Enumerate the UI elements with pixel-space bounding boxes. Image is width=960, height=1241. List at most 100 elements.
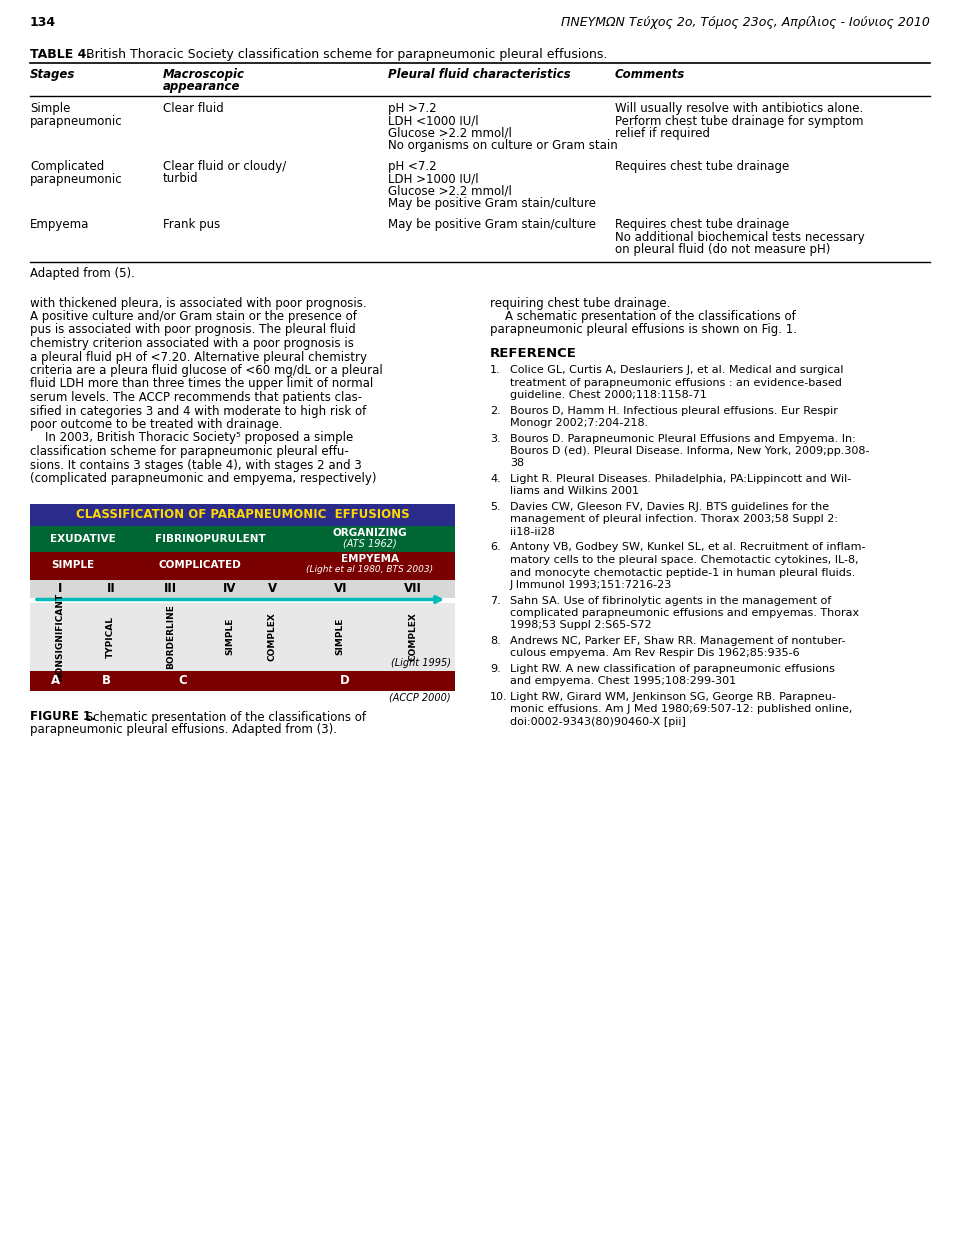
Text: (ACCP 2000): (ACCP 2000) <box>390 692 451 702</box>
Text: Schematic presentation of the classifications of: Schematic presentation of the classifica… <box>82 711 366 724</box>
Text: May be positive Gram stain/culture: May be positive Gram stain/culture <box>388 197 596 211</box>
Text: parapneumonic pleural effusions is shown on Fig. 1.: parapneumonic pleural effusions is shown… <box>490 324 797 336</box>
Text: chemistry criterion associated with a poor prognosis is: chemistry criterion associated with a po… <box>30 338 354 350</box>
Text: BORDERLINE: BORDERLINE <box>166 604 175 669</box>
Text: Monogr 2002;7:204-218.: Monogr 2002;7:204-218. <box>510 418 648 428</box>
Text: and monocyte chemotactic peptide-1 in human pleural fluids.: and monocyte chemotactic peptide-1 in hu… <box>510 567 855 577</box>
Text: Macroscopic: Macroscopic <box>163 68 245 81</box>
Text: Davies CW, Gleeson FV, Davies RJ. BTS guidelines for the: Davies CW, Gleeson FV, Davies RJ. BTS gu… <box>510 503 829 513</box>
Text: Glucose >2.2 mmol/l: Glucose >2.2 mmol/l <box>388 127 512 140</box>
Text: with thickened pleura, is associated with poor prognosis.: with thickened pleura, is associated wit… <box>30 297 367 309</box>
Text: C: C <box>179 674 187 686</box>
Text: TABLE 4.: TABLE 4. <box>30 48 91 61</box>
Text: Complicated: Complicated <box>30 160 105 172</box>
Text: a pleural fluid pH of <7.20. Alternative pleural chemistry: a pleural fluid pH of <7.20. Alternative… <box>30 350 367 364</box>
Text: parapneumonic: parapneumonic <box>30 172 123 185</box>
Text: NONSIGNIFICANT: NONSIGNIFICANT <box>56 592 64 680</box>
Text: 1998;53 Suppl 2:S65-S72: 1998;53 Suppl 2:S65-S72 <box>510 620 652 630</box>
Text: II: II <box>107 582 115 594</box>
Text: Perform chest tube drainage for symptom: Perform chest tube drainage for symptom <box>615 114 863 128</box>
Text: 2.: 2. <box>490 406 501 416</box>
Text: COMPLICATED: COMPLICATED <box>158 560 241 570</box>
Text: turbid: turbid <box>163 172 199 185</box>
Bar <box>30 504 455 525</box>
Text: appearance: appearance <box>163 79 241 93</box>
Text: parapneumonic: parapneumonic <box>30 114 123 128</box>
Text: 1.: 1. <box>490 365 500 375</box>
Text: 8.: 8. <box>490 635 501 647</box>
Text: liams and Wilkins 2001: liams and Wilkins 2001 <box>510 486 639 496</box>
Text: Requires chest tube drainage: Requires chest tube drainage <box>615 160 789 172</box>
Text: Sahn SA. Use of fibrinolytic agents in the management of: Sahn SA. Use of fibrinolytic agents in t… <box>510 596 831 606</box>
Text: Clear fluid or cloudy/: Clear fluid or cloudy/ <box>163 160 286 172</box>
Text: fluid LDH more than three times the upper limit of normal: fluid LDH more than three times the uppe… <box>30 377 373 391</box>
Text: Comments: Comments <box>615 68 685 81</box>
Text: LDH >1000 IU/l: LDH >1000 IU/l <box>388 172 479 185</box>
Text: 7.: 7. <box>490 596 501 606</box>
Text: pH >7.2: pH >7.2 <box>388 102 437 115</box>
Bar <box>30 525 455 551</box>
Text: May be positive Gram stain/culture: May be positive Gram stain/culture <box>388 218 596 231</box>
Text: FIGURE 1.: FIGURE 1. <box>30 711 96 724</box>
Text: VII: VII <box>403 582 421 594</box>
Text: A: A <box>51 674 60 686</box>
Text: 38: 38 <box>510 458 524 469</box>
Text: and empyema. Chest 1995;108:299-301: and empyema. Chest 1995;108:299-301 <box>510 676 736 686</box>
Bar <box>30 580 455 597</box>
Text: 6.: 6. <box>490 542 500 552</box>
Bar <box>30 602 455 670</box>
Text: CLASSIFICATION OF PARAPNEUMONIC  EFFUSIONS: CLASSIFICATION OF PARAPNEUMONIC EFFUSION… <box>76 508 409 520</box>
Text: poor outcome to be treated with drainage.: poor outcome to be treated with drainage… <box>30 418 282 431</box>
Text: Glucose >2.2 mmol/l: Glucose >2.2 mmol/l <box>388 185 512 199</box>
Text: EMPYEMA: EMPYEMA <box>341 553 399 563</box>
Text: 3.: 3. <box>490 433 500 443</box>
Text: parapneumonic pleural effusions. Adapted from (3).: parapneumonic pleural effusions. Adapted… <box>30 724 337 736</box>
Text: pH <7.2: pH <7.2 <box>388 160 437 172</box>
Text: classification scheme for parapneumonic pleural effu-: classification scheme for parapneumonic … <box>30 446 348 458</box>
Text: J Immunol 1993;151:7216-23: J Immunol 1993;151:7216-23 <box>510 580 672 589</box>
Text: COMPLEX: COMPLEX <box>268 612 276 661</box>
Text: TYPICAL: TYPICAL <box>107 616 115 658</box>
Text: Light R. Pleural Diseases. Philadelphia, PA:Lippincott and Wil-: Light R. Pleural Diseases. Philadelphia,… <box>510 474 852 484</box>
Text: No organisms on culture or Gram stain: No organisms on culture or Gram stain <box>388 139 617 153</box>
Bar <box>30 551 455 580</box>
Text: sions. It contains 3 stages (table 4), with stages 2 and 3: sions. It contains 3 stages (table 4), w… <box>30 458 362 472</box>
Text: 4.: 4. <box>490 474 501 484</box>
Text: Empyema: Empyema <box>30 218 89 231</box>
Text: Light RW, Girard WM, Jenkinson SG, George RB. Parapneu-: Light RW, Girard WM, Jenkinson SG, Georg… <box>510 692 836 702</box>
Text: Adapted from (5).: Adapted from (5). <box>30 268 134 280</box>
Text: In 2003, British Thoracic Society⁵ proposed a simple: In 2003, British Thoracic Society⁵ propo… <box>30 432 353 444</box>
Text: Simple: Simple <box>30 102 70 115</box>
Text: Bouros D. Parapneumonic Pleural Effusions and Empyema. In:: Bouros D. Parapneumonic Pleural Effusion… <box>510 433 855 443</box>
Text: SIMPLE: SIMPLE <box>226 618 234 655</box>
Text: British Thoracic Society classification scheme for parapneumonic pleural effusio: British Thoracic Society classification … <box>82 48 608 61</box>
Text: (Light 1995): (Light 1995) <box>391 658 451 668</box>
Text: ii18-ii28: ii18-ii28 <box>510 527 555 537</box>
Text: complicated parapneumonic effusions and empyemas. Thorax: complicated parapneumonic effusions and … <box>510 608 859 618</box>
Text: Light RW. A new classification of parapneumonic effusions: Light RW. A new classification of parapn… <box>510 664 835 674</box>
Text: Andrews NC, Parker EF, Shaw RR. Management of nontuber-: Andrews NC, Parker EF, Shaw RR. Manageme… <box>510 635 846 647</box>
Text: (complicated parapneumonic and empyema, respectively): (complicated parapneumonic and empyema, … <box>30 472 376 485</box>
Text: 10.: 10. <box>490 692 508 702</box>
Text: relief if required: relief if required <box>615 127 710 140</box>
Text: culous empyema. Am Rev Respir Dis 1962;85:935-6: culous empyema. Am Rev Respir Dis 1962;8… <box>510 649 800 659</box>
Text: ΠΝΕΥΜΩΝ Τεύχος 2ο, Τόμος 23ος, Απρίλιος - Ιούνιος 2010: ΠΝΕΥΜΩΝ Τεύχος 2ο, Τόμος 23ος, Απρίλιος … <box>562 16 930 29</box>
Text: D: D <box>340 674 349 686</box>
Text: 5.: 5. <box>490 503 500 513</box>
Text: Antony VB, Godbey SW, Kunkel SL, et al. Recruitment of inflam-: Antony VB, Godbey SW, Kunkel SL, et al. … <box>510 542 866 552</box>
Text: EXUDATIVE: EXUDATIVE <box>50 534 116 544</box>
Text: Requires chest tube drainage: Requires chest tube drainage <box>615 218 789 231</box>
Text: guideline. Chest 2000;118:1158-71: guideline. Chest 2000;118:1158-71 <box>510 390 707 400</box>
Text: Stages: Stages <box>30 68 76 81</box>
Text: A positive culture and/or Gram stain or the presence of: A positive culture and/or Gram stain or … <box>30 310 357 323</box>
Text: SIMPLE: SIMPLE <box>51 560 94 570</box>
Text: Colice GL, Curtis A, Deslauriers J, et al. Medical and surgical: Colice GL, Curtis A, Deslauriers J, et a… <box>510 365 844 375</box>
Text: I: I <box>58 582 62 594</box>
Text: requiring chest tube drainage.: requiring chest tube drainage. <box>490 297 670 309</box>
Text: monic effusions. Am J Med 1980;69:507-12: published online,: monic effusions. Am J Med 1980;69:507-12… <box>510 705 852 715</box>
Text: FIBRINOPURULENT: FIBRINOPURULENT <box>156 534 266 544</box>
Text: 134: 134 <box>30 16 56 29</box>
Text: Frank pus: Frank pus <box>163 218 220 231</box>
Text: ORGANIZING: ORGANIZING <box>333 529 407 539</box>
Text: IV: IV <box>223 582 236 594</box>
